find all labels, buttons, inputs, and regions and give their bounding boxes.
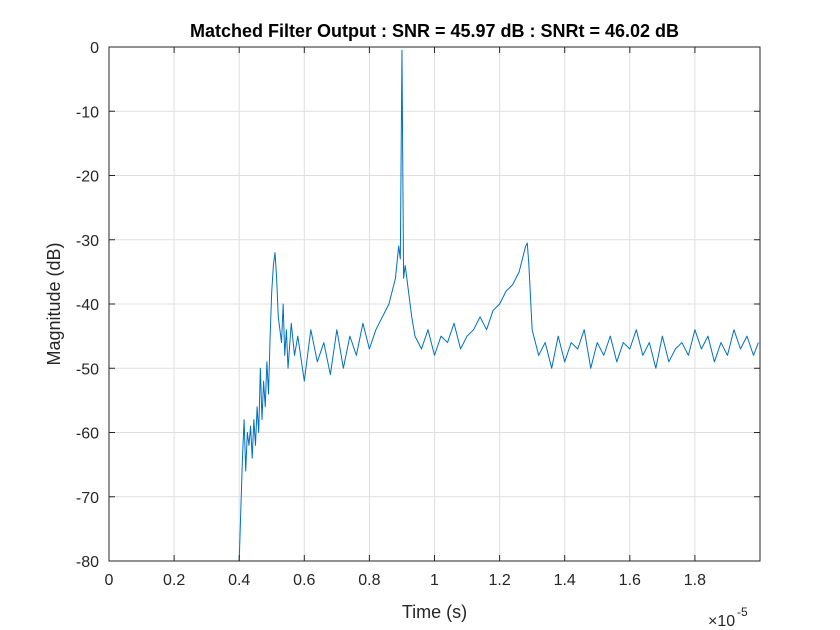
- x-exponent-label: ×10 -5: [708, 605, 748, 630]
- x-tick-label: 0: [105, 572, 114, 589]
- y-tick-label: -10: [76, 104, 99, 121]
- series-group: [238, 49, 759, 562]
- series-line: [238, 49, 759, 562]
- y-tick-label: -30: [76, 233, 99, 250]
- x-tick-label: 0.6: [293, 572, 315, 589]
- tick-labels: 0 0.2 0.4 0.6 0.8 1 1.2 1.4 1.6 1.8 0 -10 -20 -30 -40 -…: [76, 40, 706, 589]
- y-tick-label: -20: [76, 169, 99, 186]
- x-exponent-power: -5: [737, 605, 748, 619]
- x-axis-label: Time (s): [402, 602, 467, 622]
- y-tick-label: -80: [76, 554, 99, 571]
- x-tick-label: 0.8: [358, 572, 380, 589]
- x-tick-label: 1.2: [488, 572, 510, 589]
- y-tick-label: -50: [76, 361, 99, 378]
- y-tick-label: -40: [76, 297, 99, 314]
- y-axis-label: Magnitude (dB): [44, 242, 64, 365]
- x-tick-label: 1: [430, 572, 439, 589]
- y-tick-label: -60: [76, 426, 99, 443]
- x-tick-label: 1.8: [684, 572, 706, 589]
- tick-marks: [108, 46, 760, 562]
- y-tick-label: 0: [90, 40, 99, 57]
- plot-area: 0 0.2 0.4 0.6 0.8 1 1.2 1.4 1.6 1.8 0 -10 -20 -30 -40 -…: [76, 40, 761, 589]
- x-tick-label: 1.6: [619, 572, 641, 589]
- x-exponent-base: ×10: [708, 613, 735, 630]
- y-tick-label: -70: [76, 490, 99, 507]
- x-tick-label: 1.4: [554, 572, 576, 589]
- x-tick-label: 0.2: [163, 572, 185, 589]
- x-tick-label: 0.4: [228, 572, 250, 589]
- chart-title: Matched Filter Output : SNR = 45.97 dB :…: [190, 21, 679, 41]
